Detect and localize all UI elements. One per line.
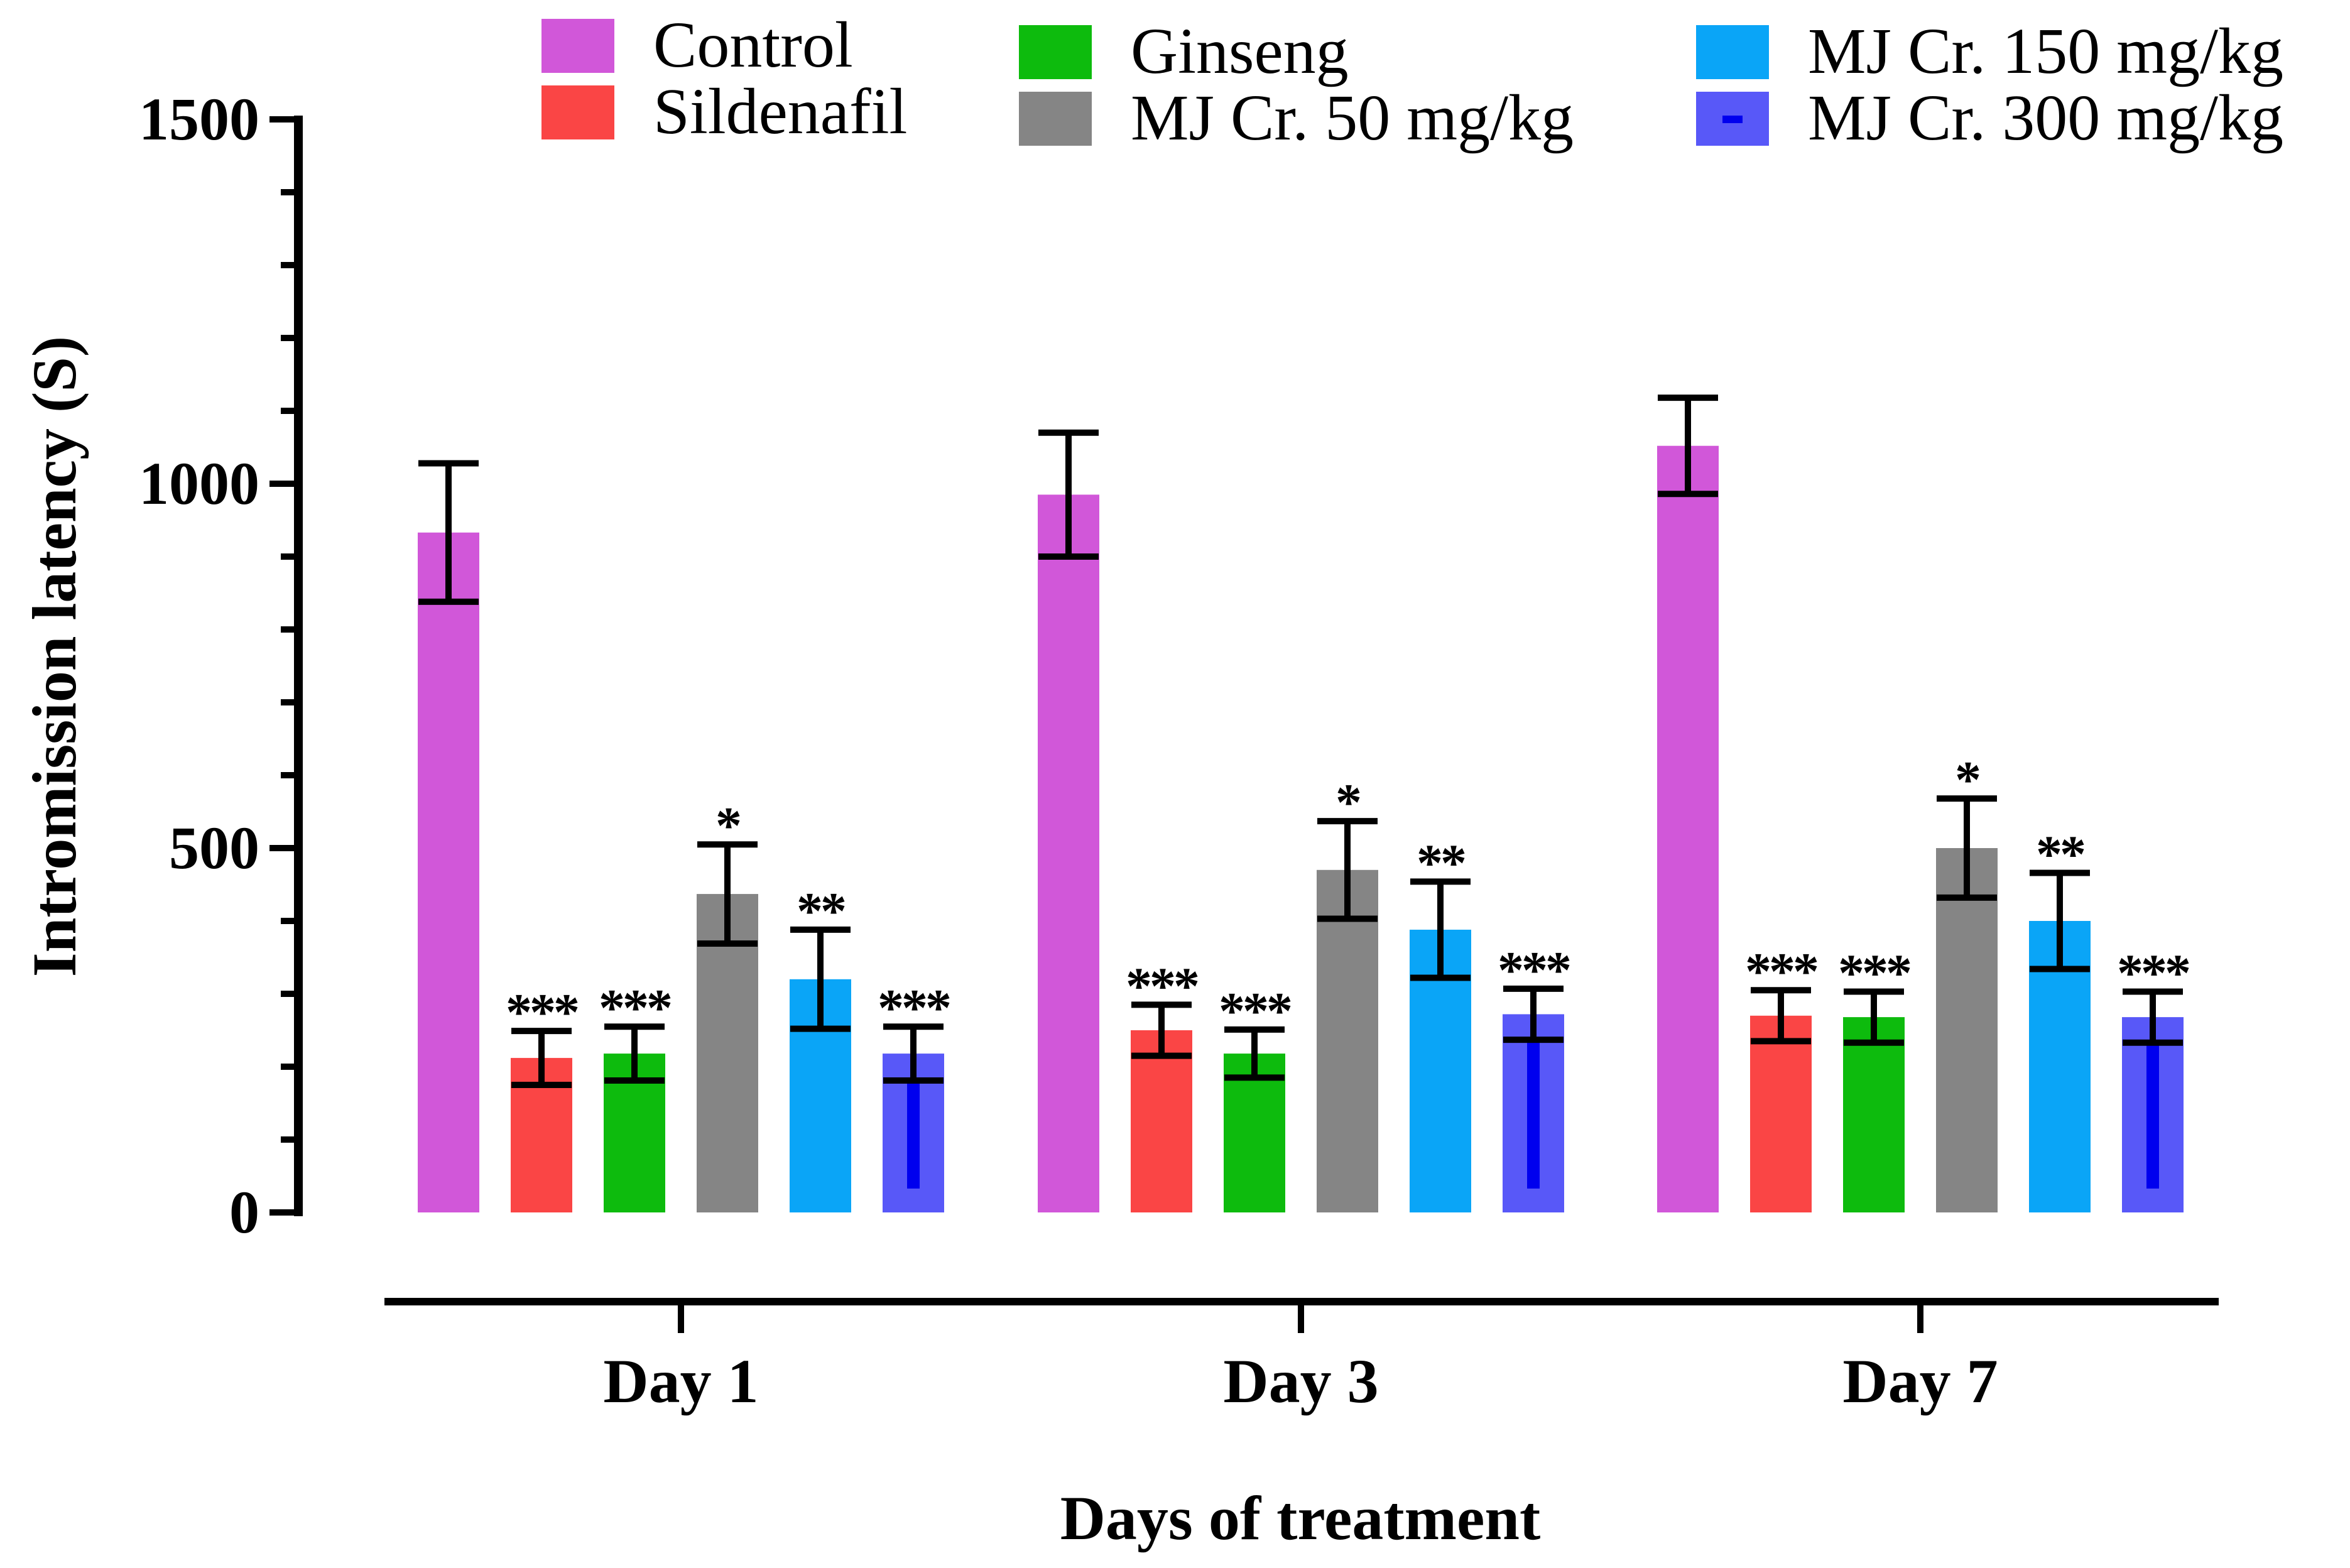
legend-label: MJ Cr. 50 mg/kg — [1131, 82, 1574, 154]
significance-label: *** — [878, 979, 950, 1037]
bar — [1131, 1030, 1192, 1212]
significance-label: *** — [1126, 957, 1198, 1015]
legend-swatch — [1019, 25, 1092, 79]
legend-label: Ginseng — [1131, 15, 1349, 87]
significance-labels: *** *** ****** ******* * ***** ******** *** — [506, 751, 2192, 1042]
legend-swatch — [1019, 92, 1092, 146]
y-tick-label: 500 — [169, 814, 259, 881]
y-tick-label: 1500 — [139, 85, 259, 153]
significance-label: *** — [599, 979, 671, 1037]
significance-label: ** — [797, 882, 845, 940]
y-axis-title: Intromission latency (S) — [19, 336, 89, 977]
significance-label: * — [1955, 751, 1979, 809]
error-bars — [418, 395, 2183, 1088]
bar — [697, 894, 758, 1212]
bars — [418, 445, 2184, 1213]
bar — [1317, 869, 1378, 1212]
legend-label: Control — [653, 9, 853, 81]
bar — [1843, 1017, 1905, 1212]
legend-swatch-inner — [1722, 116, 1743, 123]
bar-inner-line — [1527, 1040, 1540, 1189]
y-tick-label: 0 — [229, 1179, 259, 1246]
significance-label: ** — [2036, 825, 2084, 883]
significance-label: *** — [1838, 944, 1910, 1003]
bar — [1038, 494, 1099, 1212]
bar — [418, 532, 479, 1212]
bar — [1936, 848, 1998, 1212]
legend-label: Sildenafil — [653, 75, 907, 148]
significance-label: *** — [1498, 941, 1570, 999]
bar — [1657, 445, 1719, 1213]
legend-swatch — [541, 19, 614, 73]
significance-label: * — [715, 797, 740, 855]
x-axis-title: Days of treatment — [1060, 1483, 1541, 1553]
y-tick-label: 1000 — [139, 450, 259, 517]
bar-inner-line — [907, 1081, 920, 1189]
bar-inner-line — [2146, 1042, 2159, 1189]
bar — [1750, 1015, 1812, 1212]
legend-swatch — [1696, 25, 1769, 79]
x-tick-label: Day 7 — [1842, 1346, 1998, 1416]
x-tick-label: Day 3 — [1223, 1346, 1378, 1416]
legend-label: MJ Cr. 150 mg/kg — [1808, 15, 2283, 87]
legend-swatch — [541, 85, 614, 139]
significance-label: *** — [1219, 982, 1291, 1040]
significance-label: *** — [506, 983, 578, 1042]
significance-label: *** — [2117, 944, 2189, 1003]
significance-label: * — [1335, 773, 1360, 832]
x-axis: Day 1 Day 3 Day 7 — [384, 1298, 2219, 1416]
legend-label: MJ Cr. 300 mg/kg — [1808, 82, 2283, 154]
y-axis: 0 500 1000 1500 — [139, 85, 303, 1246]
significance-label: *** — [1745, 942, 1817, 1001]
significance-label: ** — [1417, 834, 1465, 892]
x-tick-label: Day 1 — [603, 1346, 758, 1416]
